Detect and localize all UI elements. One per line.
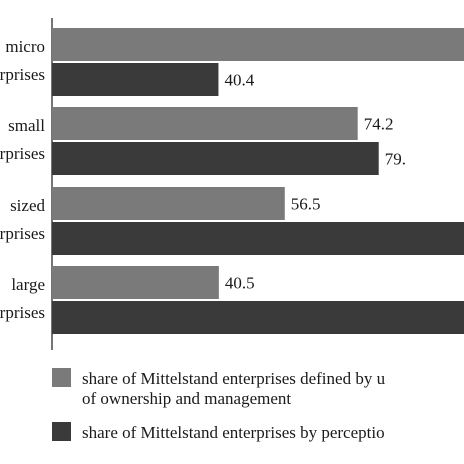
data-label-series-1-category-4: 40.5 [225, 274, 255, 293]
bar-series-2-category-3 [52, 222, 464, 255]
data-label-series-1-category-3: 56.5 [291, 195, 321, 214]
category-label-line1: large [11, 275, 45, 294]
bar-series-1-category-1 [52, 28, 464, 61]
category-label-line2: rprises [0, 144, 45, 163]
category-label-line1: small [8, 116, 45, 135]
category-label-line2: rprises [0, 224, 45, 243]
bar-series-1-category-3 [52, 187, 285, 220]
data-label-series-1-category-2: 74.2 [364, 115, 394, 134]
category-label-line1: micro [5, 37, 45, 56]
data-label-series-2-category-1: 40.4 [224, 71, 254, 90]
labels-layer: micro rprises 40.4 small rprises 74.2 79. sized… [0, 37, 406, 322]
data-label-series-2-category-2: 79. [385, 150, 406, 169]
bar-series-1-category-2 [52, 107, 358, 140]
category-label-line2: rprises [0, 303, 45, 322]
legend-label-series-2: share of Mittelstand enterprises by perc… [82, 423, 385, 442]
bar-series-1-category-4 [52, 266, 219, 299]
bars-layer [52, 28, 464, 334]
category-label-line2: rprises [0, 65, 45, 84]
legend-label-series-1: of ownership and management [82, 389, 291, 408]
legend-label-series-1: share of Mittelstand enterprises defined… [82, 369, 386, 388]
legend: share of Mittelstand enterprises defined… [52, 368, 386, 442]
bar-series-2-category-4 [52, 301, 464, 334]
legend-swatch-series-2 [52, 422, 71, 441]
legend-swatch-series-1 [52, 368, 71, 387]
bar-series-2-category-1 [52, 63, 219, 96]
bar-series-2-category-2 [52, 142, 379, 175]
category-label-line1: sized [10, 196, 45, 215]
